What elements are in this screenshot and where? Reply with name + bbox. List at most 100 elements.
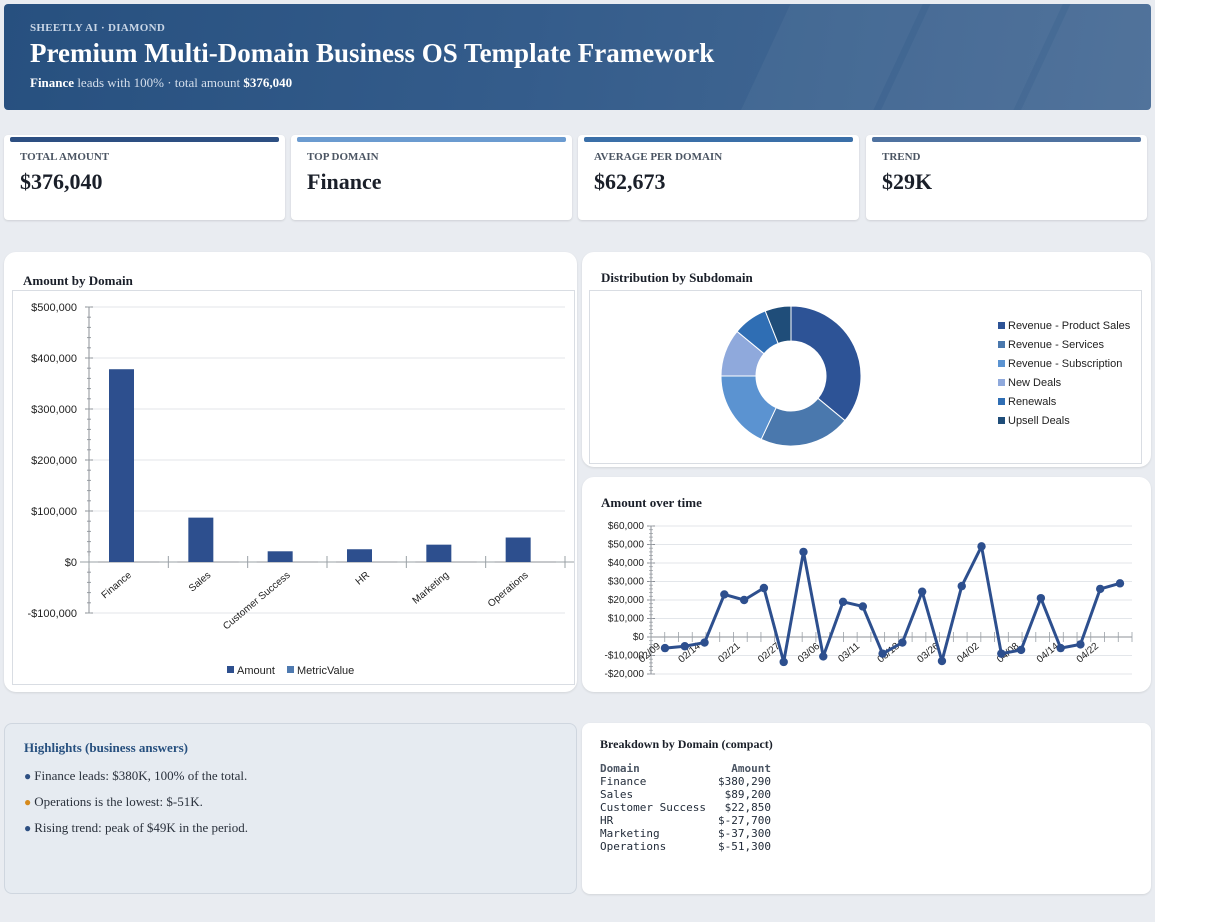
data-point [858,602,868,611]
highlight-item: ● Rising trend: peak of $49K in the perio… [24,820,557,836]
legend-label: Revenue - Product Sales [1008,320,1131,332]
bar-chart: -$100,000 $0 $100,000 $200,000 $300,000 $400,… [27,302,574,677]
kpi-label: TOP DOMAIN [307,151,379,163]
column-header-domain: Domain [600,762,640,775]
highlight-text: Rising trend: peak of $49K in the period… [34,820,248,835]
x-tick-label: HR [354,570,372,588]
data-point [759,583,769,593]
table-header-row: Domain Amount [600,762,771,775]
legend-label: Revenue - Subscription [1008,358,1122,370]
line-chart-card: Amount over time -$20,000 -$10,000 $0 $10,0… [582,477,1151,692]
data-point [1016,645,1026,655]
legend-label: Renewals [1008,396,1057,408]
y-tick-label: $60,000 [608,521,645,532]
kpi-accent-bar [297,137,566,142]
data-point [799,547,808,557]
table-row: Customer Success $22,850 [600,801,771,814]
breakdown-table: Domain Amount Finance $380,290 Sales $89,2… [600,762,771,853]
y-tick-label: $20,000 [608,595,645,606]
data-point [660,643,670,653]
legend-label: Upsell Deals [1008,415,1070,427]
y-tick-label: $30,000 [608,577,645,588]
bullet-icon: ● [24,795,32,809]
donut-slice [764,305,792,345]
y-tick-label: $100,000 [31,506,77,518]
x-tick-label: 03/11 [836,641,862,665]
bar-chart-title: Amount by Domain [23,273,133,288]
donut-chart-title: Distribution by Subdomain [601,270,753,285]
data-point [819,652,828,661]
legend-swatch [998,417,1005,424]
legend-swatch [227,666,234,673]
subtitle-total: $376,040 [243,75,293,90]
bar-finance [109,369,134,562]
breakdown-panel: Breakdown by Domain (compact) Domain Amo… [582,723,1151,894]
bar-customer-success [267,551,293,562]
donut-slice [790,305,862,422]
highlight-text: Operations is the lowest: $-51K. [34,794,203,809]
line-chart: -$20,000 -$10,000 $0 $10,000 $20,000 $30,000 $… [605,521,1133,680]
kpi-label: AVERAGE PER DOMAIN [594,151,723,163]
data-point [1056,643,1065,653]
y-tick-label: $0 [65,557,77,569]
data-point [838,597,848,607]
legend-label: MetricValue [297,665,354,677]
kpi-value: $62,673 [594,169,666,194]
header-banner: SHEETLY AI · DIAMOND Premium Multi-Domai… [4,4,1151,110]
highlights-title: Highlights (business answers) [24,740,188,755]
data-point [977,542,986,551]
data-point [957,581,966,591]
table-row: HR $-27,700 [600,814,771,827]
bar-chart-card: Amount by Domain -$100,000 $0 $100,000 $200… [4,252,577,692]
data-point [1036,593,1046,603]
donut-chart: Revenue - Product Sales Revenue - Service… [720,305,1131,447]
legend-swatch [998,360,1005,367]
legend-swatch [287,666,294,673]
y-tick-label: $500,000 [31,302,77,314]
bullet-icon: ● [24,769,32,783]
highlight-item: ● Finance leads: $380K, 100% of the total… [24,768,557,784]
x-tick-label: Customer Success [221,570,292,632]
bar-hr [347,549,372,562]
kpi-value: $29K [882,169,933,194]
kpi-top-domain: TOP DOMAIN Finance [291,135,572,220]
data-point [1096,584,1105,594]
cell-amount: $-37,300 [717,827,771,840]
kpi-average-per-domain: AVERAGE PER DOMAIN $62,673 [578,135,859,220]
x-tick-label: 02/21 [716,641,743,666]
donut-chart-card: Distribution by Subdomain Revenue - Prod… [582,252,1151,467]
cell-domain: Sales [600,788,634,801]
kpi-trend: TREND $29K [866,135,1147,220]
y-tick-label: $400,000 [31,353,77,365]
legend-label: New Deals [1008,377,1062,389]
cell-amount: $-51,300 [717,840,771,853]
data-point [779,657,788,667]
cell-domain: Marketing [600,827,660,840]
x-tick-label: Operations [486,570,531,610]
cell-domain: Finance [600,775,647,788]
cell-amount: $380,290 [717,775,771,788]
data-point [1076,640,1085,649]
table-row: Sales $89,200 [600,788,771,801]
y-tick-label: $10,000 [608,614,645,625]
bullet-icon: ● [24,821,32,835]
column-header-amount: Amount [731,762,771,775]
table-row: Finance $380,290 [600,775,771,788]
data-point [720,590,729,599]
y-tick-label: -$10,000 [605,651,645,662]
dashboard-canvas: SHEETLY AI · DIAMOND Premium Multi-Domai… [0,0,1155,922]
highlight-item: ● Operations is the lowest: $-51K. [24,794,557,810]
bar-sales [188,517,214,562]
data-point [1115,579,1125,588]
legend-swatch [998,398,1005,405]
bar-marketing [426,544,452,562]
highlight-text: Finance leads: $380K, 100% of the total. [34,768,248,783]
data-point [937,656,947,666]
kpi-accent-bar [872,137,1141,142]
subtitle-lead: Finance [30,75,75,90]
y-tick-label: $300,000 [31,404,77,416]
y-tick-label: -$20,000 [605,669,645,680]
highlights-list: ● Finance leads: $380K, 100% of the total… [24,768,557,836]
data-point [739,595,749,605]
kpi-label: TOTAL AMOUNT [20,151,110,163]
